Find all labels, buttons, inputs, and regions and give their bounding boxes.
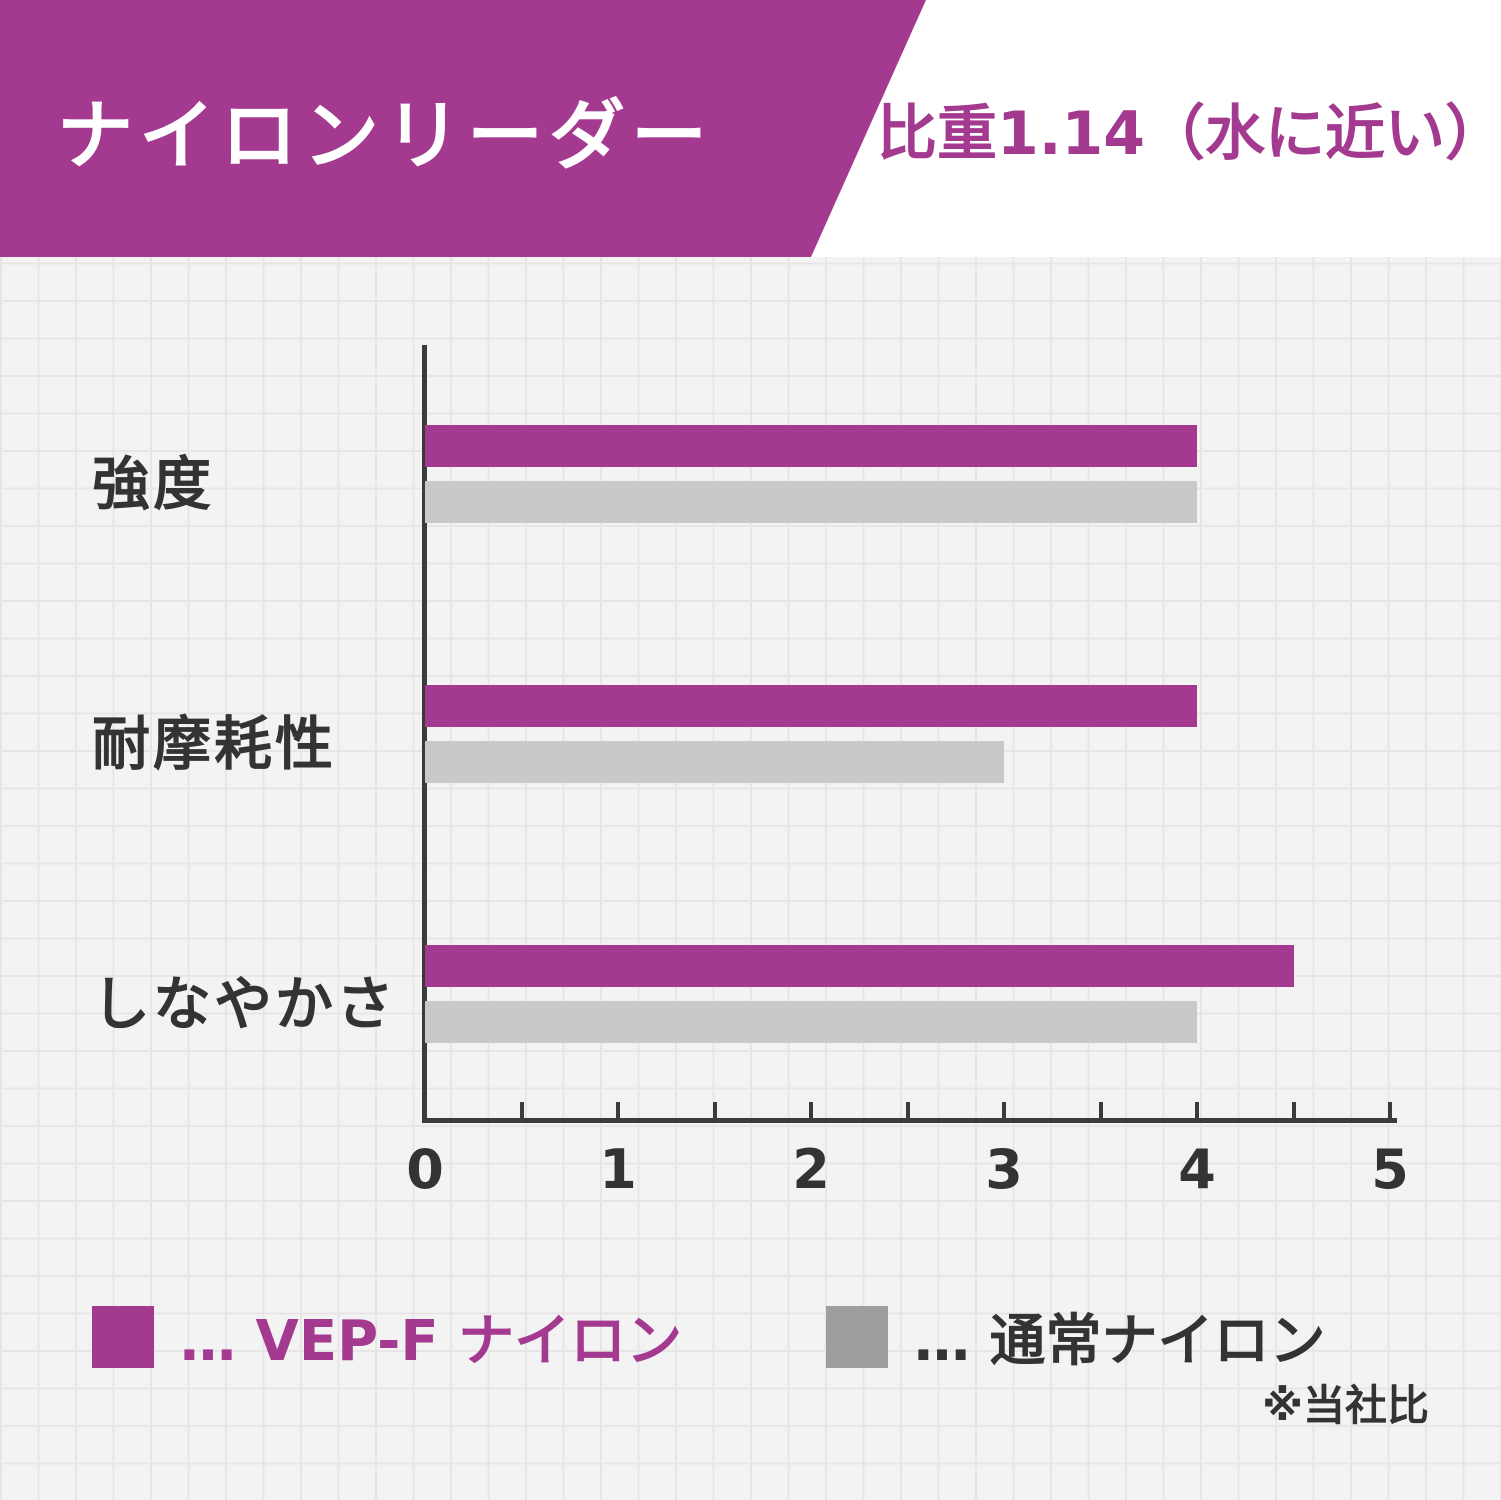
category-label-2: しなやかさ [92, 970, 398, 1038]
bar-normal-0 [425, 481, 1197, 523]
plot-area [425, 345, 1390, 1120]
legend-swatch-normal [826, 1305, 888, 1368]
header-banner: ナイロンリーダー 比重1.14（水に近い） [0, 0, 1501, 257]
x-tick-1.5 [712, 1102, 717, 1118]
x-axis [422, 1118, 1397, 1123]
x-tick-label-1: 1 [599, 1138, 637, 1201]
x-tick-3.5 [1098, 1102, 1103, 1118]
bar-vepf-0 [425, 425, 1197, 467]
specific-gravity-badge: 比重1.14（水に近い） [876, 99, 1501, 169]
header-badge-wedge: 比重1.14（水に近い） [811, 0, 1501, 257]
x-tick-3 [1002, 1102, 1006, 1118]
x-tick-4 [1195, 1102, 1199, 1118]
bar-normal-1 [425, 741, 1004, 783]
x-tick-label-2: 2 [792, 1138, 830, 1201]
legend-swatch-vepf [92, 1305, 154, 1368]
bar-vepf-1 [425, 685, 1197, 727]
x-tick-label-5: 5 [1371, 1138, 1409, 1201]
x-tick-0.5 [519, 1102, 524, 1118]
bar-group-0 [425, 425, 1390, 523]
legend: … VEP-F ナイロン … 通常ナイロン [0, 1296, 1501, 1374]
y-axis [422, 345, 427, 1123]
x-tick-label-4: 4 [1178, 1138, 1216, 1201]
legend-label-normal: … 通常ナイロン [914, 1309, 1326, 1374]
bar-normal-2 [425, 1001, 1197, 1043]
x-tick-2.5 [905, 1102, 910, 1118]
x-tick-5 [1388, 1102, 1392, 1118]
x-tick-2 [809, 1102, 813, 1118]
x-tick-4.5 [1291, 1102, 1296, 1118]
bar-group-2 [425, 945, 1390, 1043]
footnote: ※当社比 [1262, 1381, 1429, 1430]
category-label-1: 耐摩耗性 [92, 710, 337, 778]
x-tick-0 [423, 1102, 427, 1118]
category-label-0: 強度 [92, 450, 215, 518]
bar-group-1 [425, 685, 1390, 783]
legend-item-normal: … 通常ナイロン [826, 1296, 1326, 1377]
x-tick-label-3: 3 [985, 1138, 1023, 1201]
x-tick-label-0: 0 [406, 1138, 444, 1201]
x-tick-1 [616, 1102, 620, 1118]
legend-item-vepf: … VEP-F ナイロン [92, 1296, 682, 1377]
bar-vepf-2 [425, 945, 1294, 987]
legend-label-vepf: … VEP-F ナイロン [180, 1309, 683, 1374]
page-title: ナイロンリーダー [57, 90, 713, 180]
